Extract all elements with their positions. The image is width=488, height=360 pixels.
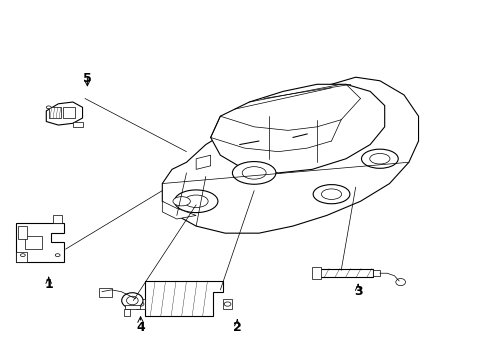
Bar bbox=[99, 288, 111, 297]
Ellipse shape bbox=[232, 162, 275, 184]
Ellipse shape bbox=[395, 279, 405, 285]
Ellipse shape bbox=[361, 149, 397, 168]
Bar bbox=[19, 226, 27, 239]
Ellipse shape bbox=[369, 153, 389, 164]
Polygon shape bbox=[53, 215, 62, 223]
Bar bbox=[311, 267, 320, 279]
Ellipse shape bbox=[122, 293, 142, 308]
Text: 4: 4 bbox=[136, 321, 144, 334]
Polygon shape bbox=[16, 252, 27, 261]
Ellipse shape bbox=[321, 189, 341, 199]
Ellipse shape bbox=[312, 185, 349, 204]
Bar bbox=[125, 305, 139, 309]
Ellipse shape bbox=[126, 296, 138, 305]
Ellipse shape bbox=[224, 302, 230, 306]
Ellipse shape bbox=[137, 302, 143, 306]
Polygon shape bbox=[145, 281, 223, 316]
Polygon shape bbox=[25, 236, 42, 249]
Bar bbox=[73, 122, 82, 127]
Bar bbox=[372, 270, 379, 276]
Bar bbox=[63, 107, 75, 118]
Polygon shape bbox=[196, 155, 210, 169]
Text: 3: 3 bbox=[353, 285, 362, 298]
Ellipse shape bbox=[174, 190, 218, 213]
Polygon shape bbox=[210, 84, 384, 173]
Text: 5: 5 bbox=[83, 72, 92, 85]
Text: 2: 2 bbox=[232, 321, 241, 334]
Polygon shape bbox=[162, 77, 418, 233]
Ellipse shape bbox=[184, 195, 208, 207]
Bar bbox=[319, 269, 372, 278]
Ellipse shape bbox=[20, 254, 25, 257]
Ellipse shape bbox=[242, 167, 265, 179]
Ellipse shape bbox=[55, 254, 60, 257]
Bar bbox=[124, 309, 130, 316]
Polygon shape bbox=[162, 201, 196, 219]
Text: 1: 1 bbox=[44, 278, 53, 291]
Polygon shape bbox=[136, 299, 145, 309]
Polygon shape bbox=[46, 102, 82, 125]
Ellipse shape bbox=[173, 197, 190, 206]
Polygon shape bbox=[223, 299, 232, 309]
Ellipse shape bbox=[46, 106, 51, 109]
Polygon shape bbox=[16, 223, 64, 261]
Bar bbox=[49, 107, 61, 118]
